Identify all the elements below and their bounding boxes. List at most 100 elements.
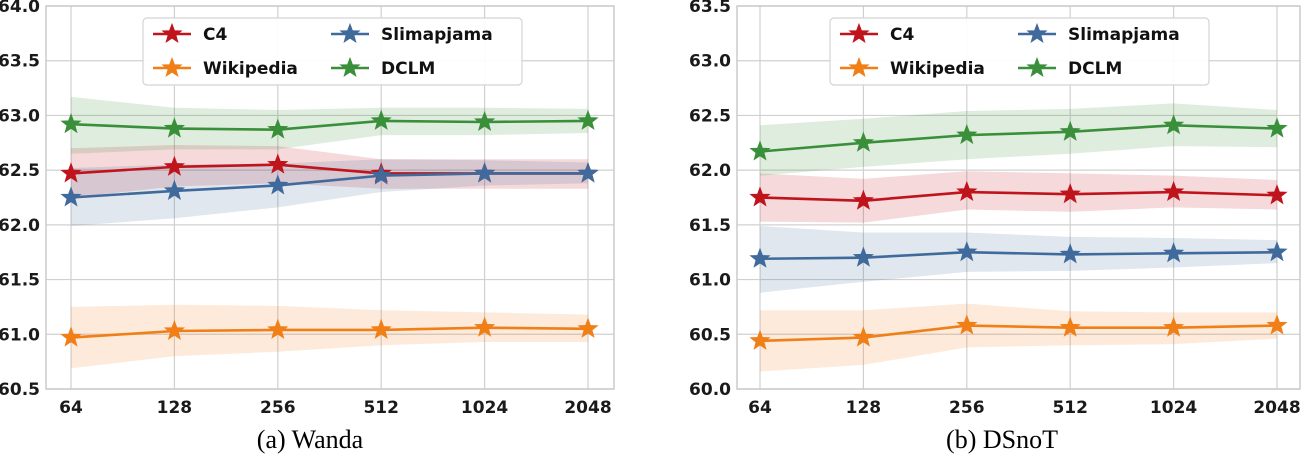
series-line-dclm	[759, 123, 1278, 153]
legend: C4 Wikipedia Slimapjama DCLM	[142, 17, 523, 86]
data-point-star	[749, 329, 771, 350]
data-point-star	[956, 123, 978, 145]
legend-label-dclm: DCLM	[381, 59, 435, 79]
legend-box	[829, 17, 1210, 86]
data-point-star	[1059, 243, 1081, 264]
data-point-star	[1163, 114, 1185, 135]
x-tick-label: 1024	[1150, 398, 1197, 418]
series-line-wikipedia	[759, 324, 1278, 343]
series-line-dclm	[70, 119, 589, 131]
y-tick-label: 63.5	[689, 0, 731, 17]
y-tick-label: 63.0	[689, 52, 731, 72]
data-point-star	[1163, 316, 1185, 337]
data-point-star	[577, 162, 599, 183]
series-line-slimapjama	[759, 250, 1278, 261]
data-point-star	[60, 326, 82, 347]
x-tick-label: 512	[363, 398, 399, 418]
legend-marker-star	[1026, 56, 1048, 78]
x-tick-label: 64	[748, 398, 772, 418]
x-tick-label: 2048	[564, 398, 611, 418]
subfigure-caption: (b) DSnoT	[946, 425, 1058, 454]
data-point-star	[370, 318, 392, 339]
x-tick-label: 512	[1052, 398, 1088, 418]
chart-panel-dsnot: 60.0 60.5 61.0 61.5 62.0 62.5 63.0 63.5 64 128 256…	[689, 0, 1301, 454]
data-point-star	[1266, 314, 1288, 335]
data-point-star	[1163, 180, 1185, 202]
x-tick-label: 128	[157, 398, 193, 418]
y-tick-label: 61.0	[0, 325, 40, 345]
legend-marker-star	[848, 56, 870, 78]
data-point-star	[267, 153, 289, 174]
data-point-star	[267, 174, 289, 195]
legend-label-dclm: DCLM	[1068, 59, 1122, 79]
data-point-star	[60, 113, 82, 134]
legend-label-c4: C4	[890, 25, 914, 45]
x-tick-label: 256	[949, 398, 985, 418]
y-tick-label: 61.5	[689, 216, 731, 236]
band-slimapjama	[760, 225, 1277, 293]
data-point-star	[852, 246, 874, 267]
legend-marker-star	[161, 56, 183, 78]
y-tick-label: 63.0	[0, 106, 40, 126]
data-point-star	[852, 326, 874, 347]
data-point-star	[577, 109, 599, 130]
data-point-star	[1059, 120, 1081, 141]
y-tick-label: 62.5	[689, 106, 731, 126]
data-point-star	[474, 316, 496, 337]
legend-label-c4: C4	[203, 25, 227, 45]
y-tick-label: 63.5	[0, 52, 40, 72]
data-point-star	[474, 162, 496, 183]
data-point-star	[749, 247, 771, 268]
data-point-star	[1266, 241, 1288, 262]
y-tick-label: 61.5	[0, 271, 40, 291]
x-tick-label: 1024	[461, 398, 508, 418]
data-point-star	[163, 117, 185, 138]
legend: C4 Wikipedia Slimapjama DCLM	[829, 17, 1210, 86]
data-point-star	[267, 118, 289, 139]
legend-label-wikipedia: Wikipedia	[203, 59, 298, 79]
legend-marker-star	[161, 22, 183, 44]
chart-panel-wanda: 60.5 61.0 61.5 62.0 62.5 63.0 63.5 64.0 64 128 256…	[0, 0, 615, 454]
data-point-star	[474, 110, 496, 132]
data-point-star	[749, 186, 771, 207]
data-point-star	[956, 314, 978, 335]
data-point-star	[370, 109, 392, 130]
data-point-star	[956, 241, 978, 262]
data-point-star	[60, 186, 82, 207]
data-point-star	[267, 318, 289, 339]
data-point-star	[1163, 242, 1185, 263]
y-tick-label: 60.0	[689, 380, 731, 400]
data-point-star	[749, 140, 771, 161]
band-dclm	[760, 103, 1277, 176]
data-point-star	[1059, 183, 1081, 204]
y-tick-label: 60.5	[0, 380, 40, 400]
data-point-star	[163, 179, 185, 200]
y-tick-label: 62.5	[0, 161, 40, 181]
data-point-star	[163, 319, 185, 341]
band-c4	[760, 171, 1277, 223]
x-tick-label: 256	[260, 398, 296, 418]
plot-frame	[736, 5, 1301, 390]
data-point-star	[956, 180, 978, 202]
legend-marker-star	[339, 56, 361, 78]
series-line-wikipedia	[70, 326, 589, 339]
y-tick-label: 62.0	[0, 216, 40, 236]
legend-marker-star	[848, 22, 870, 44]
band-slimapjama	[71, 159, 588, 226]
x-tick-label: 64	[59, 398, 83, 418]
data-point-star	[577, 317, 599, 338]
band-wikipedia	[71, 304, 588, 369]
series-line-slimapjama	[70, 172, 588, 199]
data-point-star	[370, 164, 392, 185]
legend-marker-star	[1026, 22, 1048, 44]
y-tick-label: 60.5	[689, 325, 731, 345]
legend-marker-star	[339, 22, 361, 44]
data-point-star	[1266, 117, 1288, 138]
legend-box	[142, 17, 523, 86]
x-tick-label: 2048	[1253, 398, 1300, 418]
legend-label-slimapjama: Slimapjama	[381, 25, 493, 45]
data-point-star	[60, 162, 82, 183]
legend-label-wikipedia: Wikipedia	[890, 59, 985, 79]
band-wikipedia	[760, 303, 1277, 372]
subfigure-caption: (a) Wanda	[257, 425, 364, 454]
